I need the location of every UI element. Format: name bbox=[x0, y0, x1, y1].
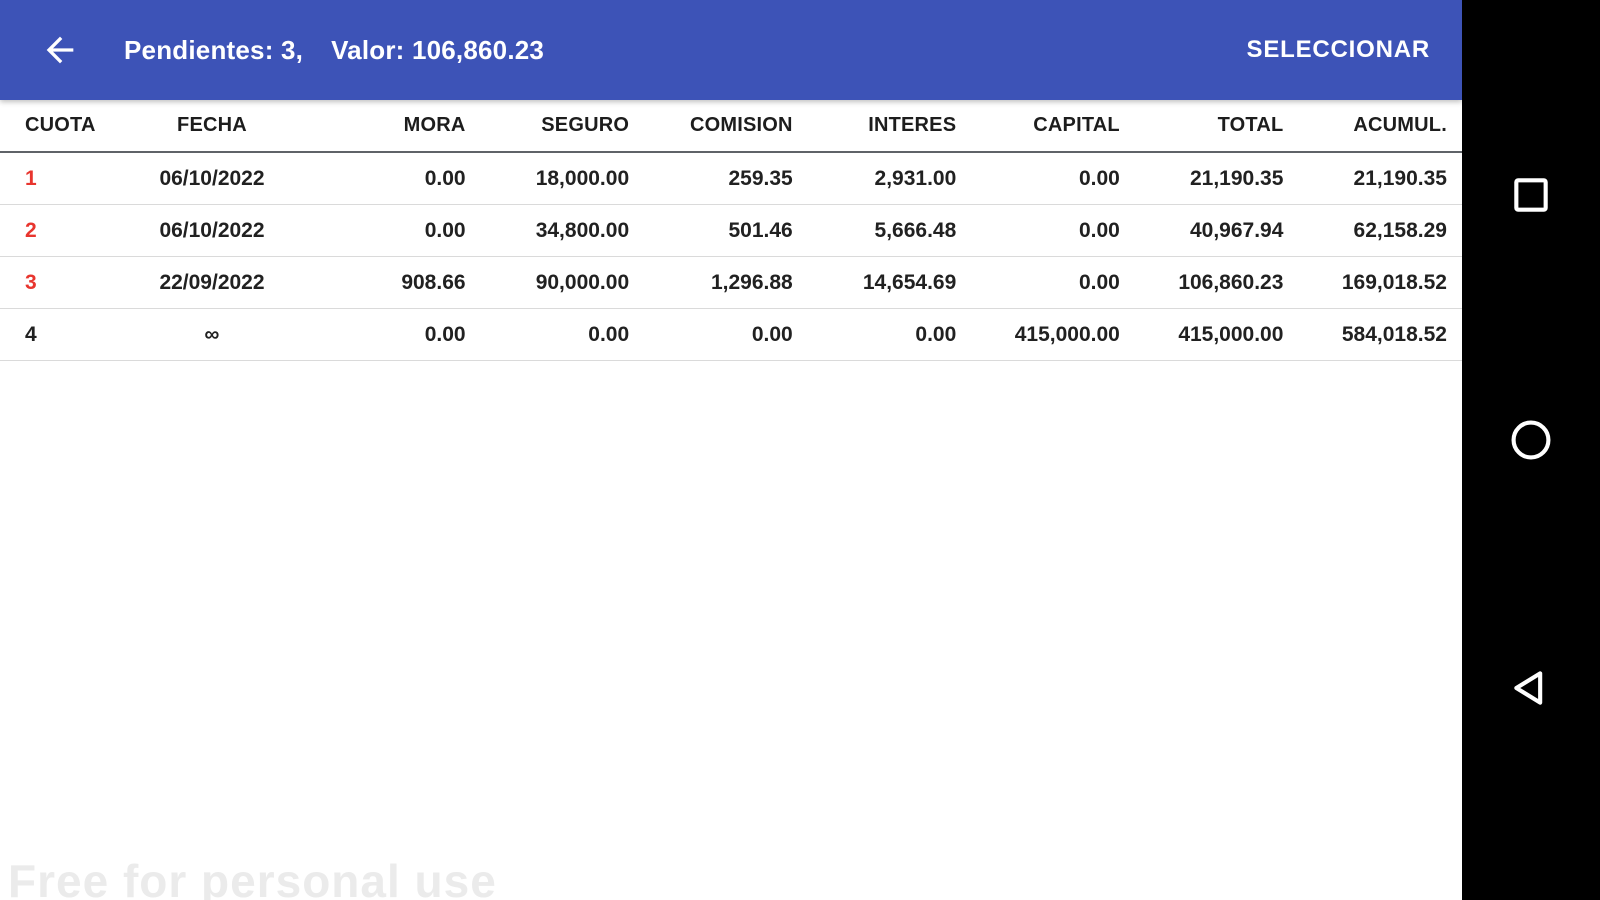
header-cuota: CUOTA bbox=[25, 114, 96, 136]
cell-capital: 0.00 bbox=[1078, 218, 1120, 242]
back-triangle-icon[interactable] bbox=[1507, 664, 1555, 712]
page-title: Pendientes: 3, Valor: 106,860.23 bbox=[124, 35, 544, 66]
cell-seguro: 18,000.00 bbox=[535, 166, 630, 190]
table-body: 1 06/10/2022 0.00 18,000.00 259.35 2,931.00 0.… bbox=[0, 153, 1462, 361]
table-row[interactable]: 2 06/10/2022 0.00 34,800.00 501.46 5,666.48 0.… bbox=[0, 205, 1462, 257]
cell-comision: 501.46 bbox=[728, 218, 793, 242]
header-seguro: SEGURO bbox=[541, 114, 630, 136]
app-bar: Pendientes: 3, Valor: 106,860.23 SELECCI… bbox=[0, 0, 1462, 100]
cell-cuota: 4 bbox=[25, 322, 37, 346]
cell-mora: 0.00 bbox=[424, 218, 466, 242]
cell-interes: 5,666.48 bbox=[874, 218, 957, 242]
cell-fecha: ∞ bbox=[204, 322, 220, 346]
arrow-left-icon bbox=[46, 36, 74, 64]
cell-comision: 0.00 bbox=[751, 322, 793, 346]
watermark-text: Free for personal use bbox=[8, 855, 497, 900]
cell-total: 21,190.35 bbox=[1189, 166, 1284, 190]
cell-total: 40,967.94 bbox=[1189, 218, 1284, 242]
cell-interes: 2,931.00 bbox=[874, 166, 957, 190]
recents-square-icon[interactable] bbox=[1507, 171, 1555, 219]
cell-cuota: 2 bbox=[25, 218, 37, 242]
cell-mora: 0.00 bbox=[424, 166, 466, 190]
table-header-row: CUOTA FECHA MORA SEGURO COMISION INTERES… bbox=[0, 100, 1462, 153]
cell-total: 415,000.00 bbox=[1178, 322, 1284, 346]
valor-label: Valor: 106,860.23 bbox=[331, 34, 545, 65]
amortization-table: CUOTA FECHA MORA SEGURO COMISION INTERES… bbox=[0, 100, 1462, 361]
cell-acumul: 584,018.52 bbox=[1341, 322, 1447, 346]
cell-seguro: 34,800.00 bbox=[535, 218, 630, 242]
header-interes: INTERES bbox=[868, 114, 957, 136]
cell-acumul: 169,018.52 bbox=[1341, 270, 1447, 294]
cell-capital: 415,000.00 bbox=[1014, 322, 1120, 346]
cell-interes: 14,654.69 bbox=[862, 270, 957, 294]
header-capital: CAPITAL bbox=[1033, 114, 1120, 136]
cell-mora: 0.00 bbox=[424, 322, 466, 346]
cell-fecha: 06/10/2022 bbox=[159, 218, 265, 242]
cell-fecha: 06/10/2022 bbox=[159, 166, 265, 190]
cell-fecha: 22/09/2022 bbox=[159, 270, 265, 294]
back-arrow-icon[interactable] bbox=[36, 26, 84, 74]
table-row[interactable]: 4 ∞ 0.00 0.00 0.00 0.00 415,000.00 415,000.00 58… bbox=[0, 309, 1462, 361]
seleccionar-button[interactable]: SELECCIONAR bbox=[1239, 24, 1438, 76]
cell-capital: 0.00 bbox=[1078, 166, 1120, 190]
pendientes-label: Pendientes: 3, bbox=[124, 34, 304, 65]
table-row[interactable]: 1 06/10/2022 0.00 18,000.00 259.35 2,931.00 0.… bbox=[0, 153, 1462, 205]
header-total: TOTAL bbox=[1217, 114, 1284, 136]
cell-total: 106,860.23 bbox=[1178, 270, 1284, 294]
cell-interes: 0.00 bbox=[915, 322, 957, 346]
header-mora: MORA bbox=[403, 114, 466, 136]
table-row[interactable]: 3 22/09/2022 908.66 90,000.00 1,296.88 14,654… bbox=[0, 257, 1462, 309]
cell-mora: 908.66 bbox=[401, 270, 466, 294]
cell-acumul: 21,190.35 bbox=[1353, 166, 1447, 190]
cell-capital: 0.00 bbox=[1078, 270, 1120, 294]
cell-acumul: 62,158.29 bbox=[1353, 218, 1447, 242]
android-nav-bar bbox=[1462, 0, 1600, 900]
header-fecha: FECHA bbox=[177, 114, 247, 136]
app-window: Pendientes: 3, Valor: 106,860.23 SELECCI… bbox=[0, 0, 1462, 900]
home-circle-icon[interactable] bbox=[1507, 416, 1555, 464]
cell-seguro: 90,000.00 bbox=[535, 270, 630, 294]
cell-comision: 259.35 bbox=[728, 166, 793, 190]
header-acumul: ACUMUL. bbox=[1353, 114, 1447, 136]
cell-cuota: 3 bbox=[25, 270, 37, 294]
cell-seguro: 0.00 bbox=[588, 322, 630, 346]
header-comision: COMISION bbox=[689, 114, 793, 136]
cell-cuota: 1 bbox=[25, 166, 37, 190]
cell-comision: 1,296.88 bbox=[710, 270, 793, 294]
